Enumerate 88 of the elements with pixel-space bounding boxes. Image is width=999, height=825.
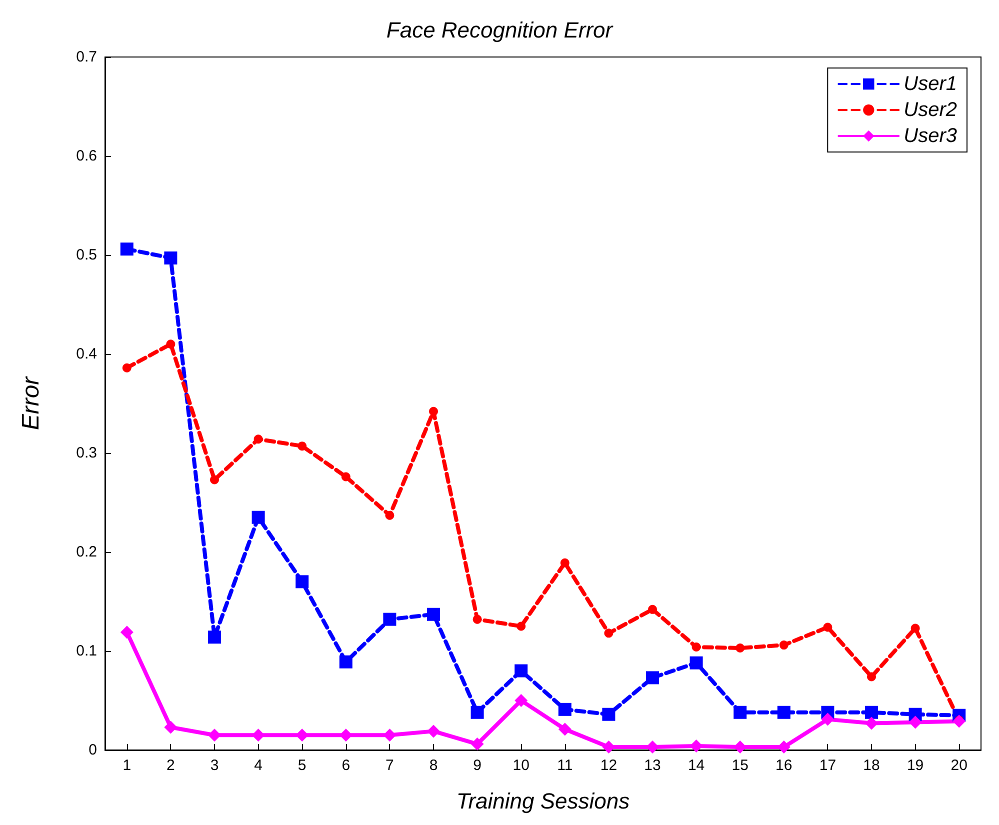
point [252,510,265,524]
point [734,706,747,719]
point [602,740,616,754]
legend-label: User2 [904,99,958,121]
point [867,672,876,682]
point [298,442,307,451]
point [254,434,263,444]
x-tick-label: 1 [122,757,132,774]
point [164,251,178,264]
y-tick-label: 0.1 [76,642,97,660]
point [427,608,440,621]
point [558,702,572,716]
x-tick-label: 4 [254,757,262,774]
point [427,724,440,738]
point [646,671,659,684]
point [208,630,221,644]
point [558,722,572,736]
point [296,575,309,588]
point [516,622,526,631]
point [252,728,265,742]
point [865,716,878,730]
point [908,716,922,729]
legend-label: User1 [904,73,958,95]
point [120,626,134,639]
y-tick-label: 0.5 [76,246,97,264]
y-tick-label: 0.3 [76,444,97,462]
point [690,656,703,670]
point [648,604,657,614]
x-tick-label: 20 [950,757,968,774]
legend-label: User3 [904,125,958,147]
chart-title: Face Recognition Error [386,18,614,42]
x-tick-label: 14 [688,757,705,774]
x-tick-label: 5 [298,757,306,774]
point [429,406,438,416]
x-tick-label: 3 [210,757,219,774]
y-tick-label: 0.6 [76,148,97,164]
point [821,712,834,726]
x-axis-title: Training Sessions [456,788,630,814]
x-tick-label: 11 [557,757,573,774]
point [385,510,394,520]
point [339,728,352,742]
y-tick-label: 0.4 [76,346,97,362]
y-axis-title: Error [18,376,44,430]
point [692,642,701,652]
point [470,706,484,719]
point [166,340,176,349]
x-tick-label: 15 [732,757,748,774]
point [646,740,659,754]
point [865,706,878,719]
point [604,628,614,638]
x-tick-label: 10 [512,757,530,774]
x-tick-label: 6 [342,757,350,774]
point [823,622,832,632]
point [514,664,528,678]
point [777,706,790,719]
point [952,714,966,728]
x-tick-label: 19 [906,757,924,774]
point [779,640,788,650]
point [560,558,570,568]
point [164,720,178,734]
y-tick-label: 0.7 [76,48,97,66]
y-tick-label: 0 [88,742,97,758]
point [910,624,920,633]
point [383,728,396,742]
x-tick-label: 12 [600,757,618,774]
point [210,475,219,484]
x-tick-label: 16 [776,757,792,774]
x-tick-label: 8 [429,757,438,774]
y-tick-label: 0.2 [76,544,97,560]
point [736,644,745,653]
point [470,738,484,751]
point [122,363,132,372]
point [341,472,350,482]
x-tick-label: 17 [819,757,836,774]
point [296,728,309,742]
x-tick-label: 9 [473,757,482,774]
point [208,728,221,742]
point [120,242,134,256]
point [602,708,616,721]
point [472,614,482,624]
x-tick-label: 2 [166,757,175,774]
point [339,655,352,668]
x-tick-label: 13 [644,757,661,774]
point [690,740,703,753]
point [514,694,528,707]
x-tick-label: 7 [386,757,394,774]
x-tick-label: 18 [863,757,880,774]
point [383,612,396,626]
